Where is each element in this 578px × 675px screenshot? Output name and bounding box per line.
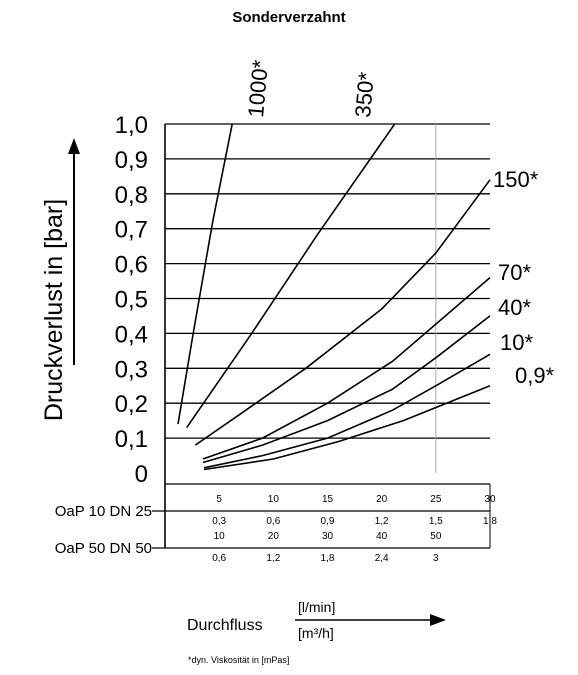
series-labels: 1000* 350* 150* 70* 40* 10* 0,9* [243,59,555,388]
series-label-4: 70* [498,260,531,285]
x-scale-name: OaP 50 DN 50 [55,540,152,557]
x-axis-label: Durchfluss [187,617,263,634]
x-tick-lpm: 40 [376,531,388,542]
footnote: *dyn. Viskosität in [mPas] [188,655,289,665]
x-tick-lpm: 5 [216,494,222,505]
x-tick-m3h: 3 [433,553,439,564]
series-line-5 [202,315,491,464]
y-tick-label: 0,7 [115,217,148,244]
series-label-1: 1000* [243,59,273,119]
x-arrow-head [430,614,446,626]
flow-label-group: Durchfluss [l/min] [m³/h] [187,599,446,641]
x-tick-lpm: 10 [268,494,280,505]
y-tick-label: 0,4 [115,321,148,348]
x-scales: OaP 10 DN 25 5 0,3 10 0,6 15 0,9 20 1,2 25 1,5 30 1,… [55,494,498,564]
y-tick-label: 1,0 [115,112,148,139]
x-unit-lpm: [l/min] [298,599,335,615]
x-tick-m3h: 1,2 [266,553,280,564]
x-tick-lpm: 50 [430,531,442,542]
series-label-3: 150* [493,167,539,192]
x-tick-lpm: 10 [214,531,226,542]
series-line-2 [186,123,396,429]
x-tick-m3h: 0,6 [266,516,280,527]
x-tick-m3h: 0,3 [212,516,226,527]
x-tick-m3h: 1,5 [429,516,443,527]
x-tick-lpm: 25 [430,494,442,505]
x-unit-m3h: [m³/h] [298,625,334,641]
series [177,123,491,471]
y-axis-label: Druckverlust in [bar] [40,199,68,421]
x-tick-m3h: 2,4 [375,553,389,564]
x-tick-lpm: 20 [268,531,280,542]
y-tick-label: 0,5 [115,287,148,314]
series-label-5: 40* [498,295,531,320]
series-line-4 [202,276,491,460]
x-tick-m3h: 0,9 [321,516,335,527]
series-label-2: 350* [350,71,379,119]
x-tick-m3h: 1,8 [321,553,335,564]
x-tick-m3h: 1,8 [483,516,497,527]
x-tick-lpm: 20 [376,494,388,505]
series-line-7 [203,385,491,471]
x-tick-m3h: 1,2 [375,516,389,527]
series-line-3 [194,179,491,446]
x-tick-lpm: 15 [322,494,334,505]
y-tick-label: 0,6 [115,252,148,279]
y-tick-label: 0,1 [115,426,148,453]
series-label-7: 0,9* [515,363,555,388]
x-scale-name: OaP 10 DN 25 [55,503,152,520]
grid [165,123,490,473]
x-tick-lpm: 30 [484,494,496,505]
y-tick-label: 0,8 [115,182,148,209]
series-line-6 [203,353,491,469]
y-tick-label: 0,2 [115,391,148,418]
series-label-6: 10* [500,330,533,355]
axes [68,124,491,548]
y-tick-label: 0 [135,461,148,488]
series-line-1 [177,123,233,425]
y-tick-label: 0,9 [115,147,148,174]
x-tick-m3h: 0,6 [212,553,226,564]
y-tick-labels: 0 0,1 0,2 0,3 0,4 0,5 0,6 0,7 0,8 0,9 1,0 [115,112,148,488]
y-arrow-head [68,138,80,154]
x-tick-lpm: 30 [322,531,334,542]
y-tick-label: 0,3 [115,356,148,383]
chart-title: Sonderverzahnt [232,9,345,26]
